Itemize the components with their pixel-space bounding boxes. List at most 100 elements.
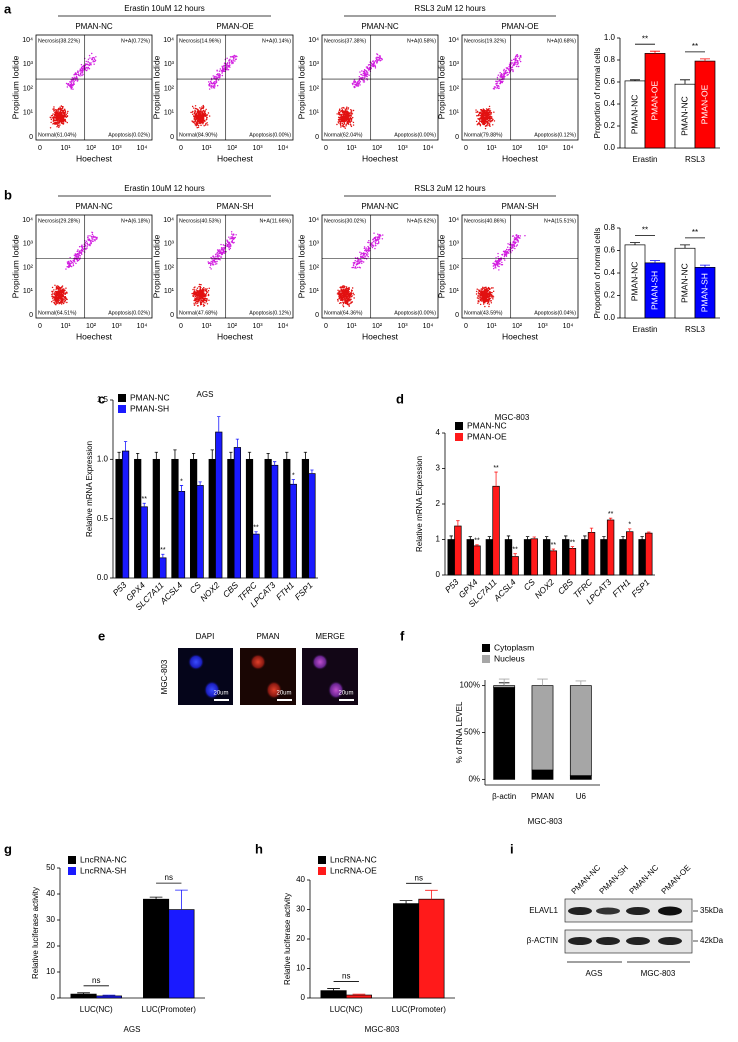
- x-tick-label: 10⁴: [563, 323, 574, 330]
- error-bar: [102, 994, 116, 996]
- y-tick-label: 40: [46, 889, 55, 898]
- x-tick-label: Erastin: [633, 325, 658, 334]
- error-bar: [487, 536, 492, 540]
- y-axis-label: Proportion of normal cells: [593, 228, 602, 319]
- y-tick-label: 10¹: [449, 288, 460, 295]
- error-bar: [266, 453, 270, 460]
- error-bar: [630, 79, 640, 81]
- y-axis-label: Relative luciferase activity: [31, 887, 40, 979]
- significance-label: ns: [92, 976, 100, 985]
- x-tick-label: FSP1: [629, 577, 651, 599]
- error-bar: [650, 260, 660, 263]
- error-bar: [525, 536, 530, 540]
- plot-frame: [321, 34, 439, 141]
- error-bar: [154, 451, 158, 460]
- error-bar: [352, 993, 366, 996]
- bar: [283, 458, 291, 579]
- y-tick-label: 0: [301, 993, 306, 1002]
- quadrant-label: Necrosis(30.02%): [324, 218, 366, 224]
- x-axis-label: MGC-803: [365, 1025, 400, 1034]
- x-tick-label: 10¹: [201, 323, 212, 330]
- y-tick-label: 0: [170, 134, 174, 141]
- bar: [215, 431, 223, 579]
- cell-events: [191, 283, 210, 307]
- error-bar: [123, 441, 128, 452]
- x-tick-label: 10³: [397, 323, 408, 330]
- cell-events: [475, 286, 495, 308]
- blot-band: [596, 937, 620, 945]
- y-tick-label: 10²: [449, 85, 460, 92]
- group-title: Erastin 10uM 12 hours: [124, 4, 205, 13]
- x-tick-label: 10⁴: [423, 323, 434, 330]
- blot-lane-label: PMAN-SH: [598, 863, 631, 896]
- legend-label: LncRNA-NC: [80, 854, 127, 864]
- x-tick-label: 10³: [397, 145, 408, 152]
- significance-label: *: [628, 522, 631, 529]
- cell-events: [207, 231, 237, 270]
- series-label: PMAN-OE: [699, 84, 709, 124]
- error-bar: [77, 992, 90, 995]
- error-bar: [254, 531, 258, 535]
- bar: [233, 447, 242, 579]
- y-tick-label: 0.0: [604, 313, 616, 322]
- y-tick-label: 10⁴: [308, 217, 319, 224]
- plot-frame: [176, 214, 294, 319]
- blot-lane-label: PMAN-NC: [570, 863, 603, 896]
- bar: [320, 990, 347, 999]
- quadrant-label: N+A(15.51%): [544, 218, 576, 224]
- bar: [638, 539, 646, 576]
- error-bar: [575, 680, 587, 686]
- quadrant-label: Normal(64.51%): [38, 310, 77, 316]
- blot-row-label: β-ACTIN: [527, 936, 558, 945]
- y-tick-label: 0: [170, 312, 174, 319]
- image-row-label: MGC-803: [160, 659, 169, 694]
- x-tick-label: 10¹: [201, 145, 212, 152]
- significance-label: *: [180, 478, 183, 485]
- y-tick-label: 10: [296, 964, 305, 973]
- y-tick-label: 10³: [164, 61, 175, 68]
- panel-label: a: [4, 1, 12, 16]
- error-bar: [235, 438, 240, 448]
- quadrant-label: Apoptosis(0.12%): [534, 132, 576, 138]
- blot-lane-label: PMAN-NC: [628, 863, 661, 896]
- x-axis-label: Hoechest: [362, 331, 399, 341]
- plot-title: PMAN-NC: [75, 202, 113, 211]
- plot-title: PMAN-OE: [501, 22, 538, 31]
- y-tick-label: 0.2: [604, 291, 616, 300]
- group-title: Erastin 10uM 12 hours: [124, 184, 205, 193]
- legend-label: PMAN-SH: [130, 403, 169, 413]
- bar: [562, 539, 570, 576]
- bar: [227, 458, 235, 579]
- bar: [115, 458, 123, 579]
- nucleus-blob: [266, 681, 282, 699]
- y-tick-label: 10⁴: [448, 217, 459, 224]
- y-tick-label: 10²: [309, 85, 320, 92]
- quadrant-label: N+A(0.72%): [121, 38, 150, 44]
- cell-events: [475, 105, 496, 130]
- error-bar: [399, 900, 413, 904]
- error-bar: [310, 469, 314, 474]
- blot-lane-label: PMAN-OE: [660, 863, 693, 896]
- plot-frame: [321, 214, 439, 319]
- cell-events: [492, 234, 526, 271]
- y-tick-label: 10²: [309, 264, 320, 271]
- y-tick-label: 10¹: [309, 110, 320, 117]
- legend-swatch: [482, 655, 490, 663]
- quadrant-label: N+A(0.68%): [547, 38, 576, 44]
- y-tick-label: 10¹: [309, 288, 320, 295]
- error-bar: [513, 553, 517, 557]
- y-tick-label: 50%: [464, 728, 480, 737]
- quadrant-label: Normal(43.59%): [464, 310, 503, 316]
- error-bar: [700, 58, 710, 62]
- y-tick-label: 10²: [23, 264, 34, 271]
- cell-events: [190, 104, 211, 129]
- bar: [626, 531, 634, 576]
- legend-label: PMAN-NC: [467, 420, 507, 430]
- significance-label: ns: [165, 873, 173, 882]
- blot-band: [658, 937, 682, 945]
- x-axis-label: Hoechest: [217, 331, 254, 341]
- bar: [121, 450, 130, 579]
- cell-events: [65, 231, 98, 270]
- y-axis-label: Propidium Iodide: [296, 234, 306, 298]
- microscopy-images: 20um 20um 20um DAPI PMAN MERGE MGC-803: [160, 632, 358, 705]
